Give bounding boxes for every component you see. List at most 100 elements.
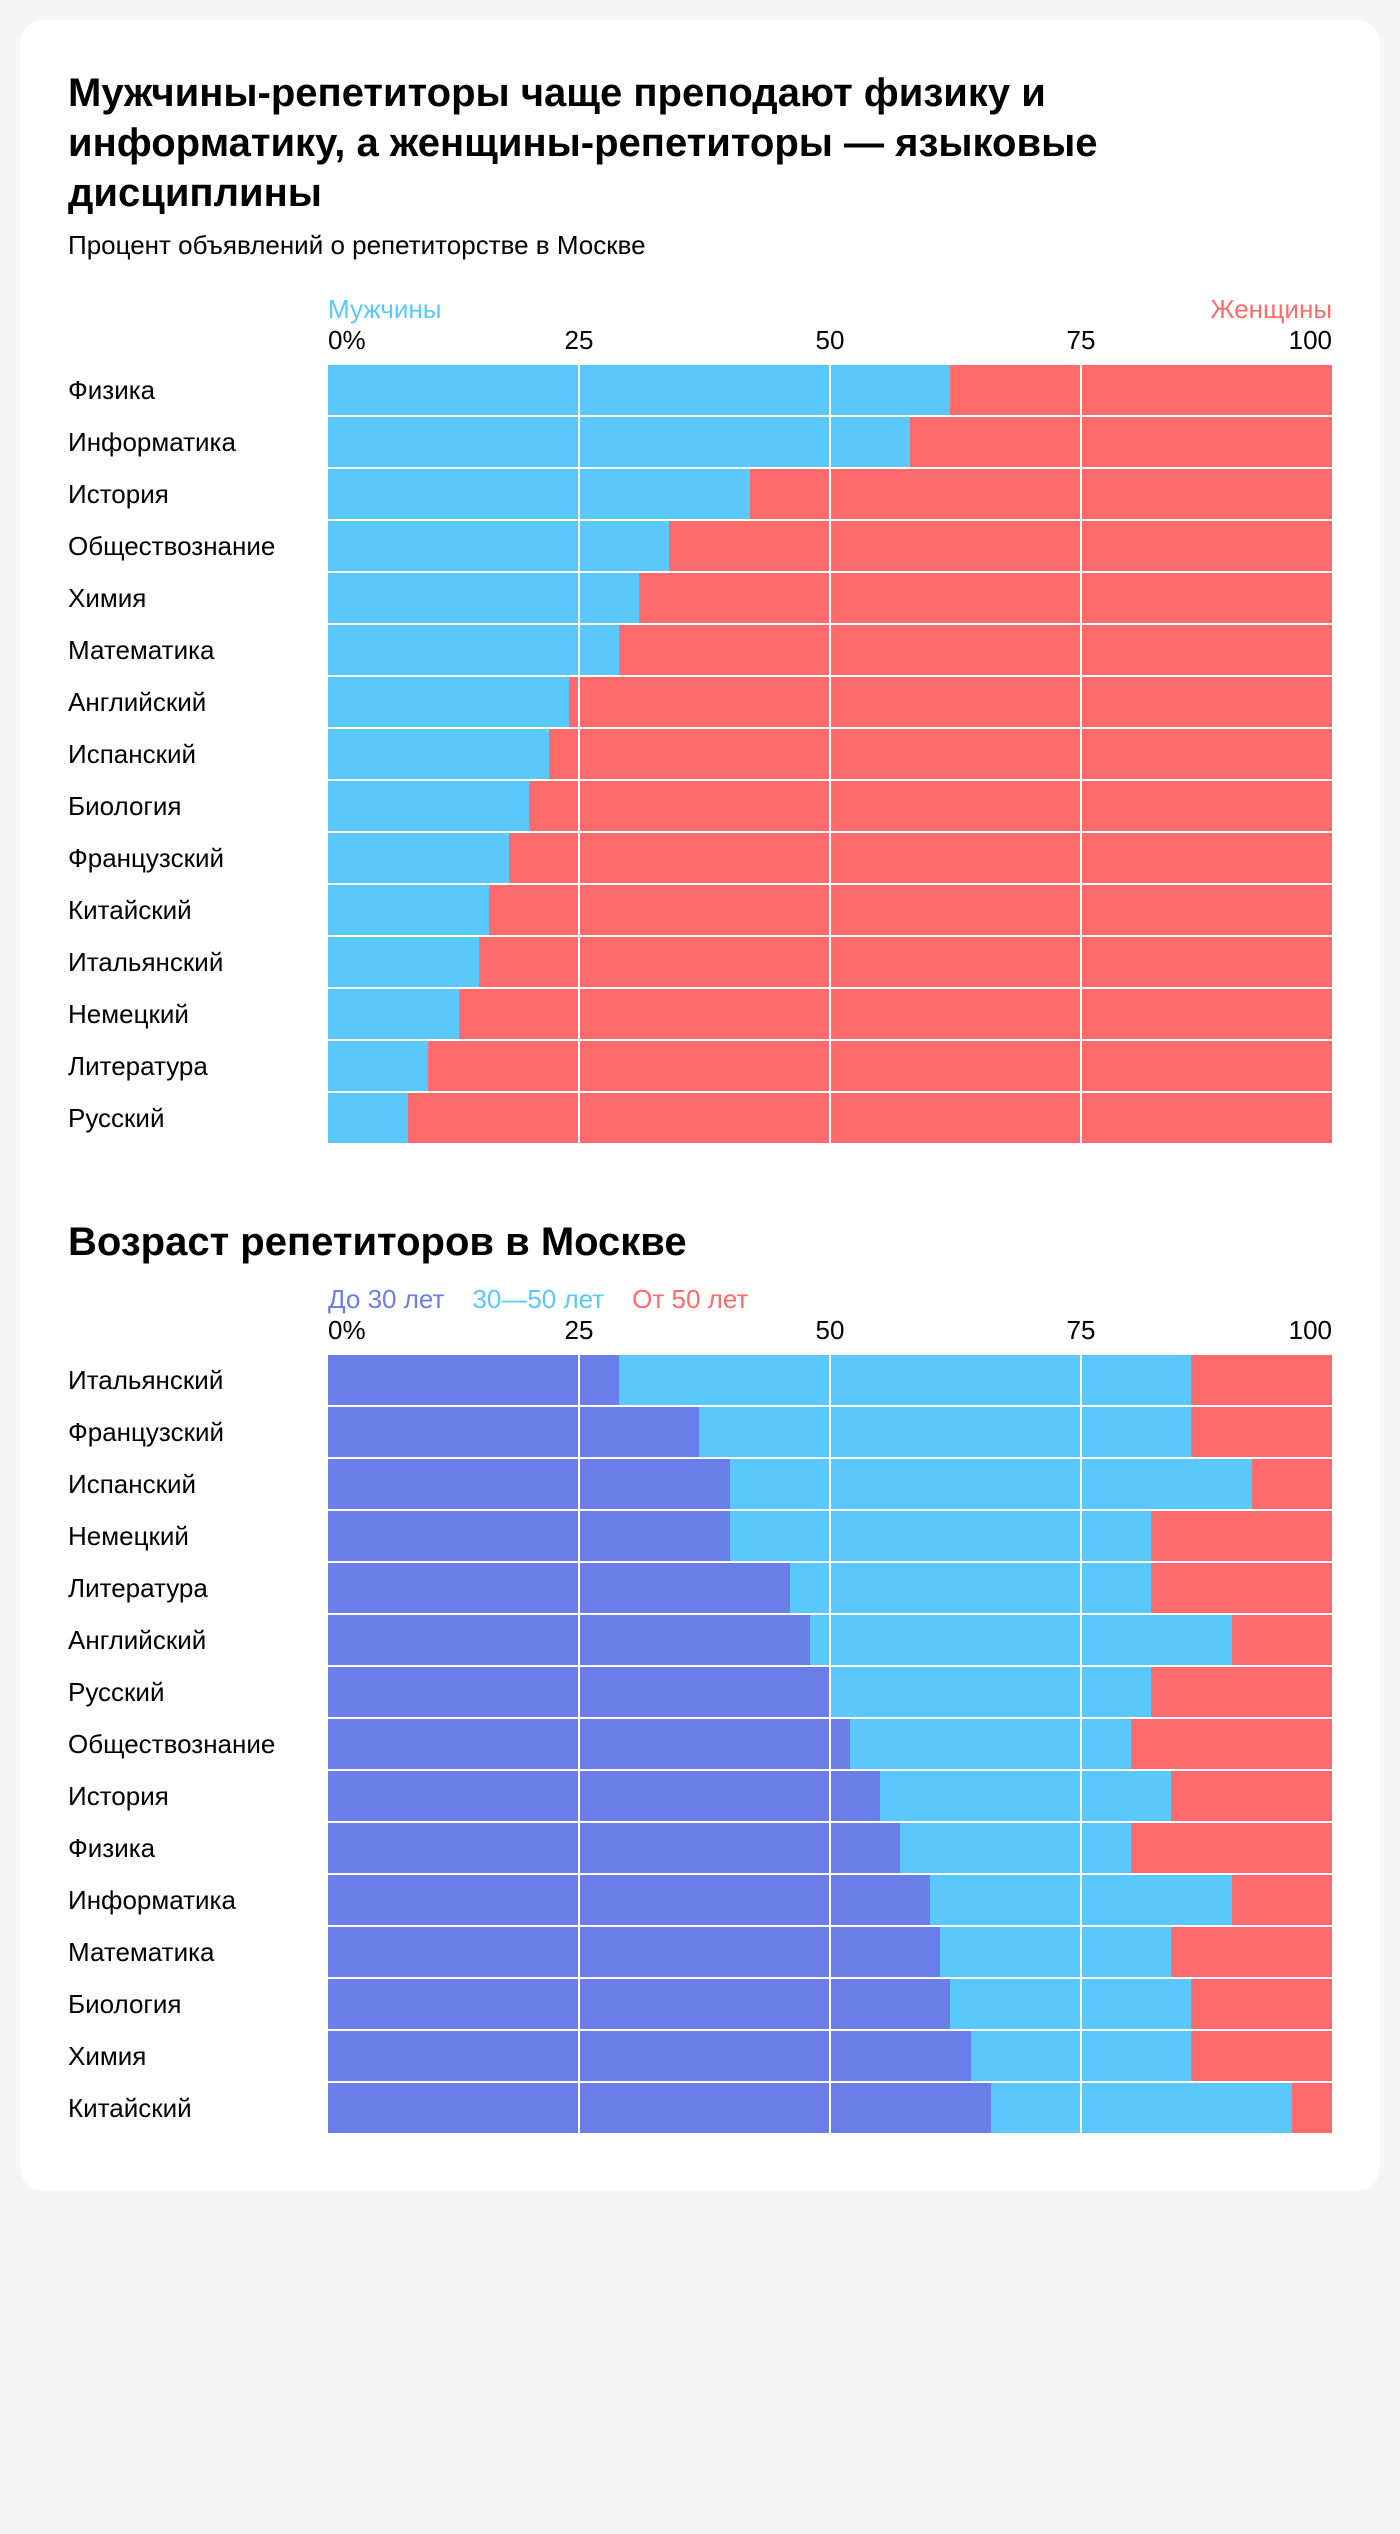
bar-row bbox=[328, 1093, 1332, 1143]
axis-tick: 0% bbox=[328, 325, 366, 356]
bar-segment bbox=[1292, 2083, 1332, 2133]
bar-segment bbox=[730, 1511, 1152, 1561]
bar-row bbox=[328, 1407, 1332, 1457]
row-label: Немецкий bbox=[68, 1511, 328, 1561]
bar-segment bbox=[1131, 1719, 1332, 1769]
row-label: Информатика bbox=[68, 417, 328, 467]
bar-segment bbox=[1151, 1667, 1332, 1717]
bar-segment bbox=[930, 1875, 1231, 1925]
row-label: Русский bbox=[68, 1093, 328, 1143]
row-label: История bbox=[68, 469, 328, 519]
bar-segment bbox=[328, 1771, 880, 1821]
bar-row bbox=[328, 1979, 1332, 2029]
row-label: Итальянский bbox=[68, 937, 328, 987]
bar-segment bbox=[549, 729, 1332, 779]
bar-segment bbox=[1232, 1875, 1332, 1925]
bar-segment bbox=[1151, 1511, 1332, 1561]
bar-row bbox=[328, 1615, 1332, 1665]
row-label: Английский bbox=[68, 677, 328, 727]
bar-segment bbox=[790, 1563, 1151, 1613]
row-label: Обществознание bbox=[68, 521, 328, 571]
legend-item: Мужчины bbox=[328, 294, 441, 325]
chart-card: Мужчины-репетиторы чаще преподают физику… bbox=[20, 20, 1380, 2191]
bar-segment bbox=[1171, 1771, 1332, 1821]
row-label: Литература bbox=[68, 1041, 328, 1091]
bar-row bbox=[328, 1563, 1332, 1613]
axis: 0%255075100 bbox=[328, 1315, 1332, 1355]
bar-segment bbox=[489, 885, 1332, 935]
bar-row bbox=[328, 885, 1332, 935]
legend-item: От 50 лет bbox=[632, 1284, 748, 1315]
axis-tick: 50 bbox=[816, 325, 845, 356]
bar-segment bbox=[900, 1823, 1131, 1873]
legend-item: До 30 лет bbox=[328, 1284, 444, 1315]
row-label: Математика bbox=[68, 625, 328, 675]
row-label: Немецкий bbox=[68, 989, 328, 1039]
bar-segment bbox=[1191, 1355, 1332, 1405]
bar-row bbox=[328, 521, 1332, 571]
legend-item: 30—50 лет bbox=[472, 1284, 604, 1315]
axis-tick: 100 bbox=[1289, 325, 1332, 356]
bar-row bbox=[328, 1823, 1332, 1873]
axis-tick: 50 bbox=[816, 1315, 845, 1346]
bars-body bbox=[328, 1355, 1332, 2135]
bar-row bbox=[328, 1927, 1332, 1977]
bar-segment bbox=[428, 1041, 1332, 1091]
bar-segment bbox=[569, 677, 1332, 727]
bar-segment bbox=[328, 1041, 428, 1091]
bar-segment bbox=[328, 1615, 810, 1665]
bar-segment bbox=[328, 469, 750, 519]
axis-tick: 100 bbox=[1289, 1315, 1332, 1346]
axis-tick: 25 bbox=[565, 1315, 594, 1346]
axis-tick: 0% bbox=[328, 1315, 366, 1346]
bar-segment bbox=[639, 573, 1332, 623]
bar-segment bbox=[408, 1093, 1332, 1143]
row-label: Информатика bbox=[68, 1875, 328, 1925]
legend-item: Женщины bbox=[1211, 294, 1332, 325]
legend: Мужчины Женщины bbox=[328, 289, 1332, 325]
bar-segment bbox=[328, 1459, 730, 1509]
bar-segment bbox=[328, 1979, 950, 2029]
row-label: Биология bbox=[68, 781, 328, 831]
bar-segment bbox=[619, 625, 1332, 675]
bar-row bbox=[328, 1459, 1332, 1509]
bar-segment bbox=[328, 1875, 930, 1925]
bar-segment bbox=[750, 469, 1332, 519]
bar-row bbox=[328, 573, 1332, 623]
bar-row bbox=[328, 365, 1332, 415]
row-label: Итальянский bbox=[68, 1355, 328, 1405]
bar-row bbox=[328, 469, 1332, 519]
row-label: Литература bbox=[68, 1563, 328, 1613]
bar-row bbox=[328, 1511, 1332, 1561]
chart-area: ИтальянскийФранцузскийИспанскийНемецкийЛ… bbox=[68, 1279, 1332, 2135]
bar-segment bbox=[328, 677, 569, 727]
bar-row bbox=[328, 417, 1332, 467]
bar-segment bbox=[328, 1093, 408, 1143]
bar-segment bbox=[328, 1927, 940, 1977]
chart-area: ФизикаИнформатикаИсторияОбществознаниеХи… bbox=[68, 289, 1332, 1145]
axis-tick: 75 bbox=[1067, 325, 1096, 356]
bar-segment bbox=[1151, 1563, 1332, 1613]
row-label: Китайский bbox=[68, 885, 328, 935]
bar-segment bbox=[619, 1355, 1191, 1405]
bar-row bbox=[328, 833, 1332, 883]
bar-segment bbox=[971, 2031, 1192, 2081]
chart-title: Возраст репетиторов в Москве bbox=[68, 1217, 1332, 1267]
bar-row bbox=[328, 1719, 1332, 1769]
bar-segment bbox=[669, 521, 1332, 571]
bar-row bbox=[328, 2031, 1332, 2081]
bar-segment bbox=[328, 1511, 730, 1561]
bar-segment bbox=[328, 365, 950, 415]
chart-gender: Мужчины-репетиторы чаще преподают физику… bbox=[68, 68, 1332, 1145]
row-label: История bbox=[68, 1771, 328, 1821]
legend: До 30 лет 30—50 лет От 50 лет bbox=[328, 1279, 1332, 1315]
bar-segment bbox=[459, 989, 1332, 1039]
bar-segment bbox=[880, 1771, 1171, 1821]
bar-segment bbox=[1191, 2031, 1332, 2081]
bar-segment bbox=[328, 781, 529, 831]
bar-segment bbox=[328, 1823, 900, 1873]
bar-segment bbox=[1232, 1615, 1332, 1665]
bar-row bbox=[328, 937, 1332, 987]
chart-subtitle: Процент объявлений о репетиторстве в Мос… bbox=[68, 230, 1332, 261]
bar-segment bbox=[479, 937, 1332, 987]
